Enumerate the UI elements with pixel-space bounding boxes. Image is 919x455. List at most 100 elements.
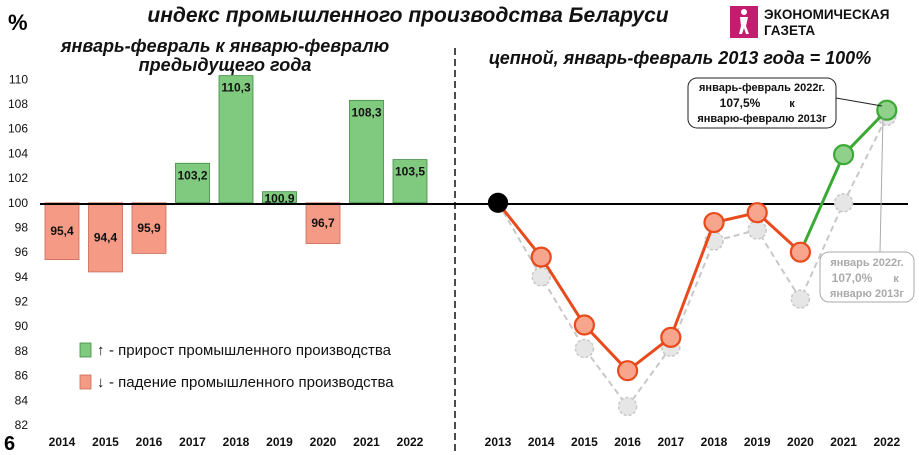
bar-2014 xyxy=(44,202,80,260)
jan-feb-point-2015 xyxy=(573,314,596,336)
bar-value-label: 95,9 xyxy=(137,221,161,235)
logo-line2: ГАЗЕТА xyxy=(764,23,815,38)
y-tick-label: 92 xyxy=(15,295,29,309)
legend-text-up: - прирост промышленного производства xyxy=(109,342,392,359)
y-tick-label: 88 xyxy=(15,344,29,358)
x-tick-label: 2016 xyxy=(136,435,163,449)
x-tick-label: 2014 xyxy=(528,435,555,449)
annotation-jan: январь 2022г. 107,0% к январю 2013г xyxy=(819,117,915,303)
legend-swatch-down xyxy=(79,374,92,390)
january-point-2016 xyxy=(617,396,638,417)
annotation-feb-suffix: к xyxy=(789,98,795,110)
bar-2018 xyxy=(218,75,254,204)
january-point-2020 xyxy=(790,289,811,309)
chart-title: индекс промышленного производства Белару… xyxy=(147,4,668,27)
y-tick-label: 96 xyxy=(15,245,29,259)
x-tick-label: 2017 xyxy=(179,435,206,449)
january-point-2019 xyxy=(747,220,767,240)
annotation-feb-leader xyxy=(835,97,883,107)
annotation-feb-box xyxy=(687,77,837,129)
bar-value-label: 103,5 xyxy=(395,165,425,179)
legend: ↑ - прирост промышленного производства ↓… xyxy=(79,342,394,391)
series-jan-feb-line-growth xyxy=(799,109,888,253)
annotation-jan-line3: январю 2013г xyxy=(830,288,904,300)
y-tick-label: 86 xyxy=(15,369,29,383)
x-tick-label: 2019 xyxy=(744,435,771,449)
y-unit-label: % xyxy=(8,10,28,35)
jan-feb-point-2021 xyxy=(832,144,855,166)
bar-value-label: 110,3 xyxy=(221,81,251,95)
annotation-feb-line1: январь-февраль 2022г. xyxy=(699,82,825,94)
y-tick-label: 84 xyxy=(15,393,29,407)
january-point-2014 xyxy=(531,267,551,287)
logo: ЭКОНОМИЧЕСКАЯ ГАЗЕТА xyxy=(730,6,889,38)
x-tick-label: 2015 xyxy=(92,435,119,449)
x-tick-label: 2014 xyxy=(49,435,76,449)
bar-2022 xyxy=(392,159,428,204)
x-tick-label: 2020 xyxy=(310,435,337,449)
annotation-feb-line3: январю-февралю 2013г xyxy=(697,113,827,125)
annotation-jan-leader xyxy=(879,117,884,253)
y-axis: 82 84 86 88 90 92 94 96 98 100 102 104 106 108 110 xyxy=(8,72,28,432)
jan-feb-point-2019 xyxy=(746,202,768,224)
x-tick-label: 2020 xyxy=(787,435,814,449)
bar-value-label: 108,3 xyxy=(351,105,381,119)
jan-feb-point-2016 xyxy=(616,360,639,382)
y-tick-label: 90 xyxy=(15,319,29,333)
x-tick-label: 2018 xyxy=(701,435,728,449)
bar-value-label: 95,4 xyxy=(50,224,74,238)
x-tick-label: 2013 xyxy=(485,435,512,449)
line-chart: 2013 2014 2015 2016 2017 2018 2019 2020 2021 2022 xyxy=(485,99,900,449)
annotation-jan-value: 107,0% xyxy=(832,271,873,285)
x-tick-label: 2022 xyxy=(873,435,900,449)
bar-2019 xyxy=(262,191,297,204)
logo-figure-body xyxy=(739,17,749,34)
y-tick-label: 82 xyxy=(15,418,29,432)
y-tick-label: 98 xyxy=(15,220,29,234)
january-point-2015 xyxy=(574,338,595,359)
logo-line1: ЭКОНОМИЧЕСКАЯ xyxy=(764,7,889,22)
bar-value-label: 103,2 xyxy=(177,168,207,182)
jan-feb-point-2013 xyxy=(487,192,509,213)
bar-value-label: 100,9 xyxy=(264,192,294,206)
y-tick-label: 108 xyxy=(8,97,28,111)
y-tick-label: 94 xyxy=(15,270,29,284)
logo-figure-head xyxy=(741,9,747,15)
jan-feb-point-2014 xyxy=(530,246,552,268)
annotation-jan-box xyxy=(819,251,915,303)
annotation-feb-value: 107,5% xyxy=(720,96,761,110)
x-tick-label: 2019 xyxy=(266,435,293,449)
x-tick-label: 2015 xyxy=(571,435,598,449)
left-subtitle-line1: январь-февраль к январю-февралю xyxy=(60,36,389,56)
corner-number: 6 xyxy=(4,433,15,455)
y-tick-label: 104 xyxy=(8,146,28,160)
y-tick-label: 100 xyxy=(8,196,28,210)
jan-feb-point-2017 xyxy=(660,326,682,348)
legend-swatch-up xyxy=(79,342,92,358)
bar-chart: 95,4 2014 94,4 2015 95,9 2016 103,2 2017 110,3 20… xyxy=(44,75,428,449)
x-tick-label: 2017 xyxy=(657,435,684,449)
jan-feb-point-2020 xyxy=(789,241,812,263)
bar-2016 xyxy=(131,202,167,254)
annotation-jan-suffix: к xyxy=(893,273,899,285)
right-subtitle: цепной, январь-февраль 2013 года = 100% xyxy=(489,48,871,68)
bar-value-label: 94,4 xyxy=(94,230,118,244)
x-tick-label: 2018 xyxy=(223,435,250,449)
series-january-line xyxy=(497,115,888,409)
bar-2020 xyxy=(305,202,341,244)
legend-text-down: - падение промышленного производства xyxy=(109,374,394,391)
jan-feb-point-2022 xyxy=(876,99,898,121)
january-point-2021 xyxy=(833,193,854,213)
bar-2015 xyxy=(88,202,123,273)
x-tick-label: 2016 xyxy=(614,435,641,449)
x-tick-label: 2022 xyxy=(397,435,424,449)
bar-2021 xyxy=(349,99,384,204)
jan-feb-point-2018 xyxy=(703,211,725,234)
legend-arrow-down: ↓ xyxy=(97,374,105,391)
annotation-feb: январь-февраль 2022г. 107,5% к январю-фе… xyxy=(687,77,883,129)
legend-arrow-up: ↑ xyxy=(97,342,105,359)
x-tick-label: 2021 xyxy=(830,435,857,449)
x-tick-label: 2021 xyxy=(353,435,380,449)
y-tick-label: 102 xyxy=(8,171,28,185)
